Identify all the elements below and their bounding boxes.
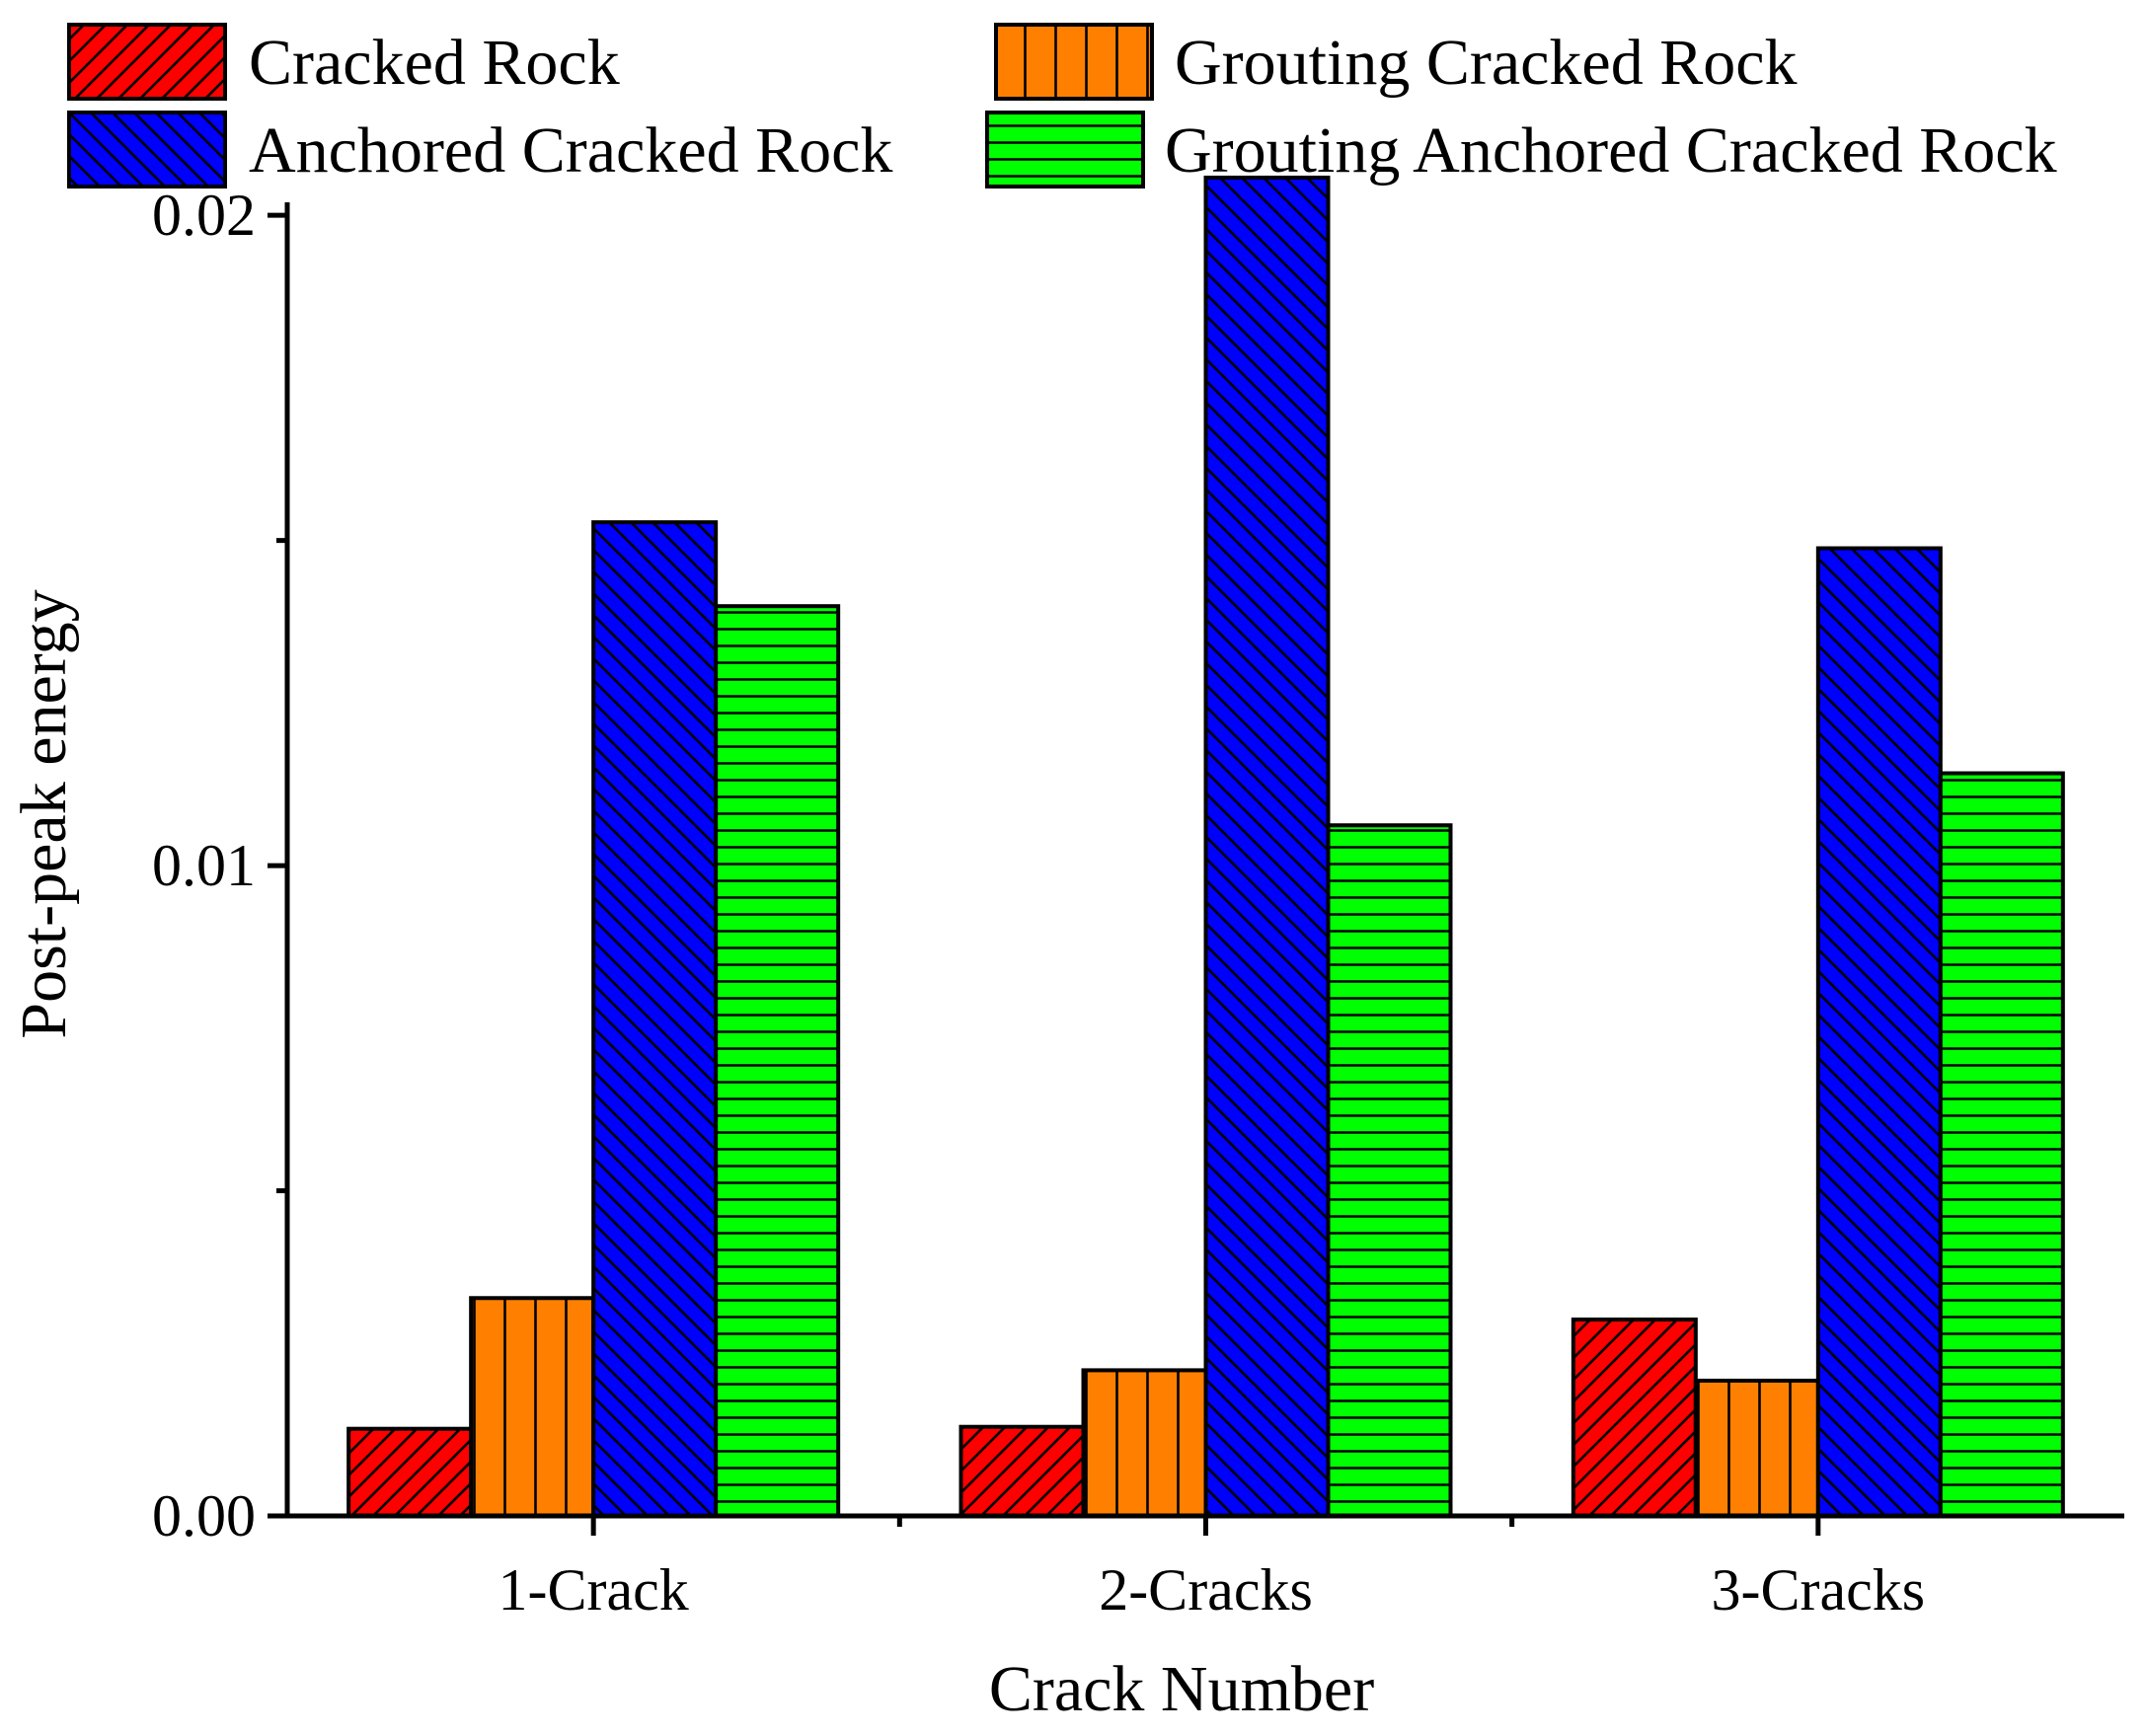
x-axis-title: Crack Number (989, 1653, 1374, 1725)
y-tick-label: 0.00 (152, 1483, 256, 1548)
legend-swatch (985, 111, 1145, 189)
legend: Cracked Rock Grouting Cracked Rock Anchore… (67, 23, 2057, 189)
bar-anchored-cracked-rock-1-crack (591, 520, 719, 1518)
legend-item-grouting-cracked-rock: Grouting Cracked Rock (994, 23, 1798, 101)
x-tick-label: 2-Cracks (1099, 1557, 1313, 1623)
bar-cracked-rock-2-cracks (958, 1424, 1086, 1519)
y-tick-label: 0.01 (152, 833, 256, 898)
bar-grouting-cracked-rock-3-cracks (1693, 1378, 1820, 1518)
y-tick-label: 0.02 (152, 183, 256, 248)
legend-label: Anchored Cracked Rock (249, 114, 892, 187)
bar-cracked-rock-3-cracks (1571, 1318, 1698, 1518)
legend-swatch (994, 23, 1154, 101)
x-tick-label: 1-Crack (498, 1557, 689, 1623)
legend-item-grouting-anchored-cracked-rock: Grouting Anchored Cracked Rock (985, 111, 2057, 189)
y-axis-title: Post-peak energy (8, 589, 80, 1038)
legend-swatch (67, 23, 227, 101)
bars (346, 175, 2065, 1519)
axes: 0.00 0.01 0.02 1-Crack 2-Cracks 3-Cracks (152, 183, 2124, 1623)
legend-item-cracked-rock: Cracked Rock (67, 23, 620, 101)
bar-cracked-rock-1-crack (346, 1426, 474, 1518)
legend-label: Grouting Cracked Rock (1175, 27, 1798, 99)
bar-anchored-cracked-rock-2-cracks (1203, 175, 1331, 1518)
bar-anchored-cracked-rock-3-cracks (1815, 546, 1943, 1518)
bar-grouting-anchored-cracked-rock-1-crack (714, 604, 841, 1518)
bar-grouting-cracked-rock-1-crack (469, 1296, 596, 1519)
bar-grouting-anchored-cracked-rock-3-cracks (1938, 771, 2065, 1518)
legend-item-anchored-cracked-rock: Anchored Cracked Rock (67, 111, 892, 189)
bar-grouting-anchored-cracked-rock-2-cracks (1326, 823, 1453, 1518)
legend-label: Cracked Rock (249, 27, 620, 99)
x-tick-label: 3-Cracks (1712, 1557, 1926, 1623)
legend-label: Grouting Anchored Cracked Rock (1165, 114, 2057, 187)
legend-swatch (67, 111, 227, 189)
bar-grouting-cracked-rock-2-cracks (1081, 1368, 1208, 1518)
